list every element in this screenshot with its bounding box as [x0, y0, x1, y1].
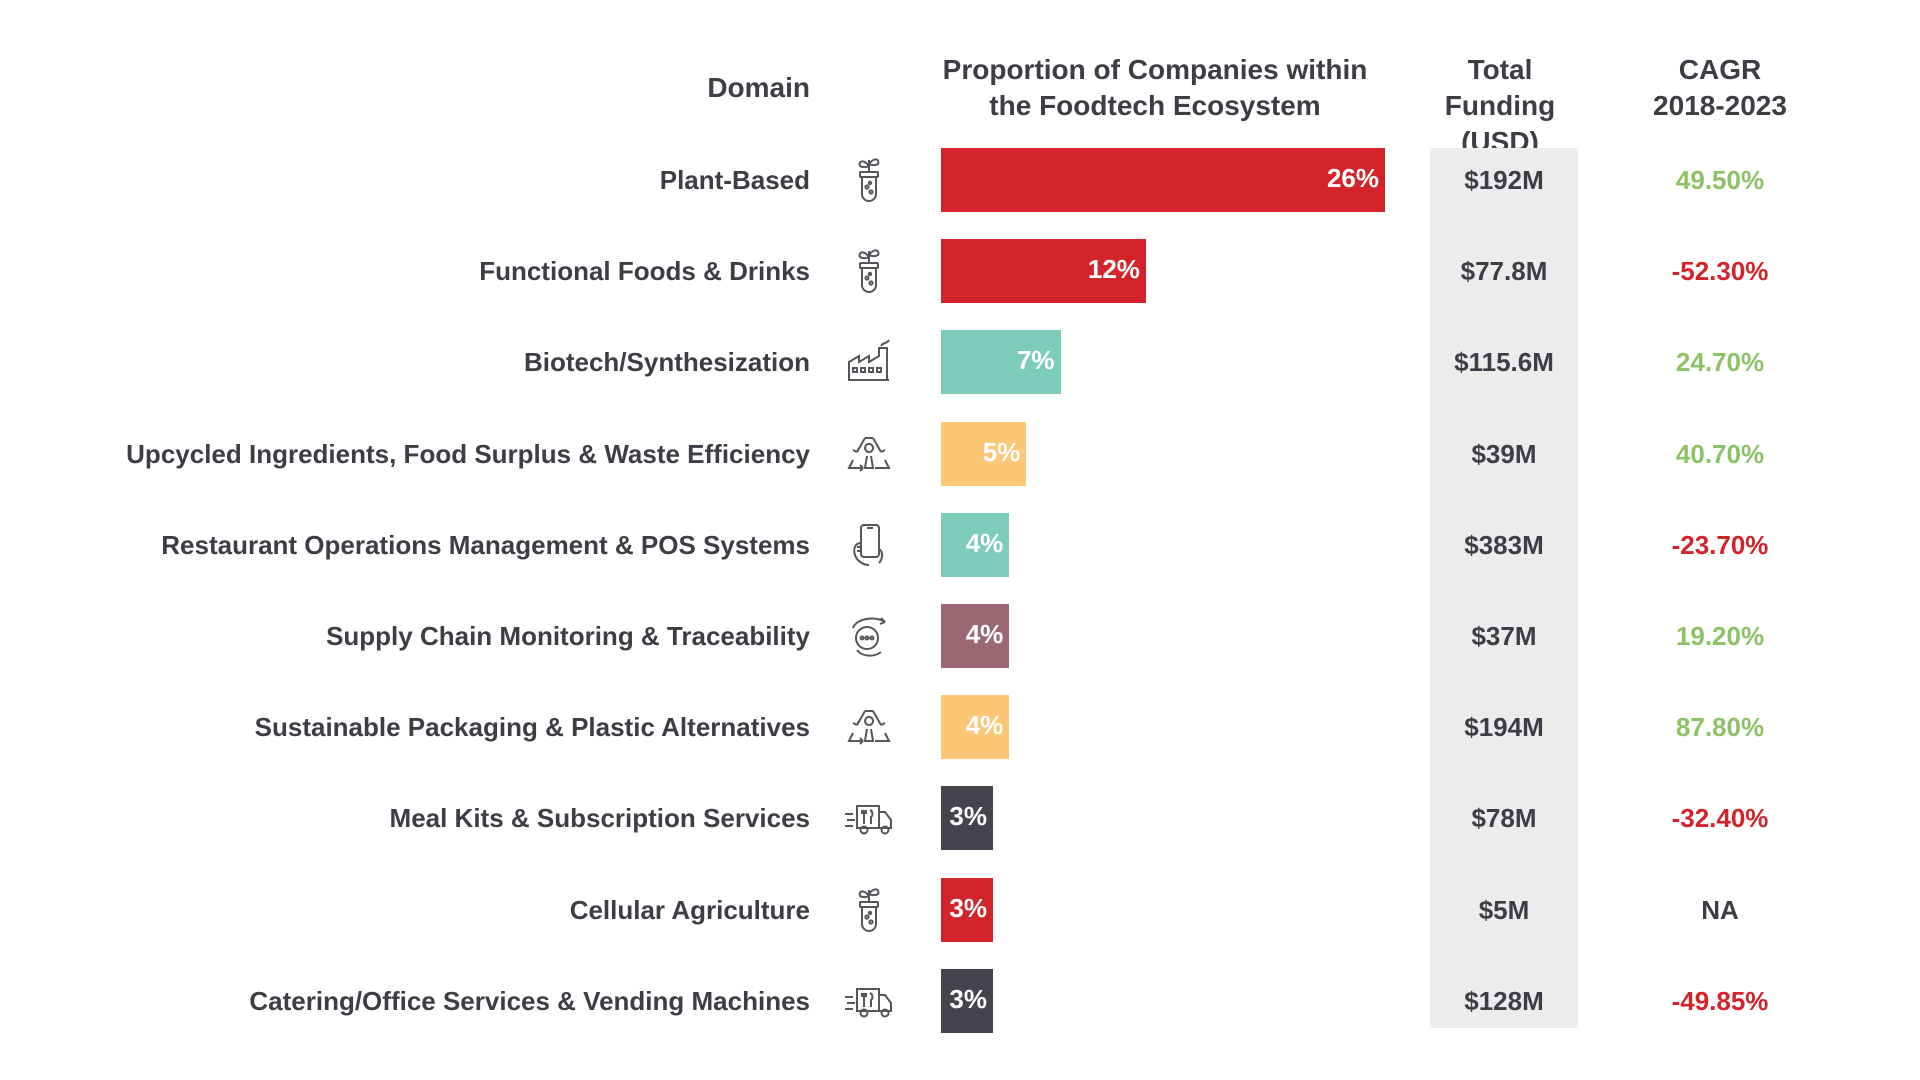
bar-value-label: 4% [965, 710, 1004, 741]
bar-value-label: 3% [949, 801, 987, 832]
domain-label: Restaurant Operations Management & POS S… [161, 529, 810, 560]
smartphone-hand-icon [843, 519, 895, 571]
table-row: Upcycled Ingredients, Food Surplus & Was… [0, 421, 1920, 486]
recycle-icon [843, 701, 895, 753]
bar-value-label: 3% [949, 983, 987, 1014]
total-funding-value: $5M [1478, 894, 1530, 925]
funding-header-line1: Total Funding [1444, 54, 1556, 121]
table-row: Cellular Agriculture 3% $5M NA [0, 877, 1920, 942]
table-row: Functional Foods & Drinks 12% $77.8M -52.30… [0, 239, 1920, 304]
domain-header: Domain [707, 70, 810, 106]
bar: 7% [941, 330, 1061, 395]
bar-value-label: 4% [965, 527, 1004, 558]
domain-label: Cellular Agriculture [569, 894, 810, 925]
table-row: Restaurant Operations Management & POS S… [0, 512, 1920, 577]
total-funding-value: $37M [1471, 621, 1537, 651]
domain-label: Catering/Office Services & Vending Machi… [249, 985, 810, 1016]
bar: 3% [941, 968, 993, 1033]
total-funding-value: $383M [1464, 529, 1544, 560]
cagr-value: NA [1701, 894, 1739, 925]
bar-value-label: 5% [982, 436, 1021, 467]
plant-test-tube-icon [843, 154, 895, 206]
cagr-value: -49.85% [1671, 985, 1769, 1016]
factory-icon [843, 336, 895, 388]
bar: 4% [941, 604, 1010, 668]
bar-value-label: 12% [1087, 254, 1140, 285]
bar-value-label: 4% [965, 619, 1004, 649]
bar-value-label: 3% [949, 892, 987, 923]
proportion-header: Proportion of Companies within the Foodt… [930, 52, 1380, 124]
bar: 26% [941, 148, 1385, 212]
plant-test-tube-icon [843, 884, 895, 936]
total-funding-value: $78M [1471, 803, 1537, 834]
cagr-value: -32.40% [1671, 803, 1769, 834]
table-row: Catering/Office Services & Vending Machi… [0, 968, 1920, 1033]
table-row: Biotech/Synthesization 7% $115.6M 24.70% [0, 330, 1920, 395]
cagr-value: 19.20% [1675, 621, 1765, 651]
total-funding-value: $115.6M [1454, 347, 1554, 378]
plant-test-tube-icon [843, 245, 895, 297]
proportion-header-line2: the Foodtech Ecosystem [989, 90, 1321, 121]
total-funding-value: $77.8M [1460, 256, 1548, 287]
bar: 3% [941, 877, 993, 942]
bar: 5% [941, 421, 1027, 486]
bar: 3% [941, 786, 993, 851]
bar-value-label: 7% [1016, 345, 1055, 376]
cagr-value: 40.70% [1675, 438, 1765, 469]
cagr-value: 87.80% [1675, 712, 1765, 743]
delivery-truck-icon [843, 792, 895, 844]
funding-header: Total Funding (USD) [1410, 52, 1590, 160]
table-row: Sustainable Packaging & Plastic Alternat… [0, 695, 1920, 760]
bar: 4% [941, 695, 1010, 760]
domain-label: Biotech/Synthesization [523, 347, 810, 378]
domain-label: Sustainable Packaging & Plastic Alternat… [254, 712, 810, 743]
domain-label: Upcycled Ingredients, Food Surplus & Was… [126, 438, 810, 469]
domain-label: Meal Kits & Subscription Services [389, 803, 810, 834]
cagr-header-line2: 2018-2023 [1653, 90, 1787, 121]
proportion-header-line1: Proportion of Companies within [942, 54, 1368, 85]
total-funding-value: $194M [1464, 712, 1544, 743]
total-funding-value: $39M [1471, 438, 1537, 469]
table-row: Supply Chain Monitoring & Traceability 4%… [0, 604, 1920, 668]
cagr-value: 24.70% [1675, 347, 1765, 378]
domain-label: Supply Chain Monitoring & Traceability [326, 621, 810, 651]
cagr-value: -23.70% [1671, 529, 1769, 560]
supply-chain-icon [843, 610, 895, 662]
cagr-header-line1: CAGR [1678, 54, 1762, 85]
bar-value-label: 26% [1326, 163, 1379, 193]
delivery-truck-icon [843, 975, 895, 1027]
table-row: Plant-Based 26% $192M 49.50% [0, 148, 1920, 212]
cagr-value: 49.50% [1675, 165, 1765, 195]
cagr-value: -52.30% [1671, 256, 1769, 287]
domain-label: Functional Foods & Drinks [479, 256, 810, 287]
total-funding-value: $128M [1464, 985, 1544, 1016]
domain-header-text: Domain [707, 72, 810, 103]
bar: 12% [941, 239, 1146, 304]
bar: 4% [941, 512, 1010, 577]
total-funding-value: $192M [1464, 165, 1544, 195]
table-row: Meal Kits & Subscription Services 3% $78M -… [0, 786, 1920, 851]
cagr-header: CAGR 2018-2023 [1630, 52, 1810, 124]
domain-label: Plant-Based [659, 165, 810, 195]
funding-column-background [1430, 148, 1578, 1028]
recycle-icon [843, 428, 895, 480]
